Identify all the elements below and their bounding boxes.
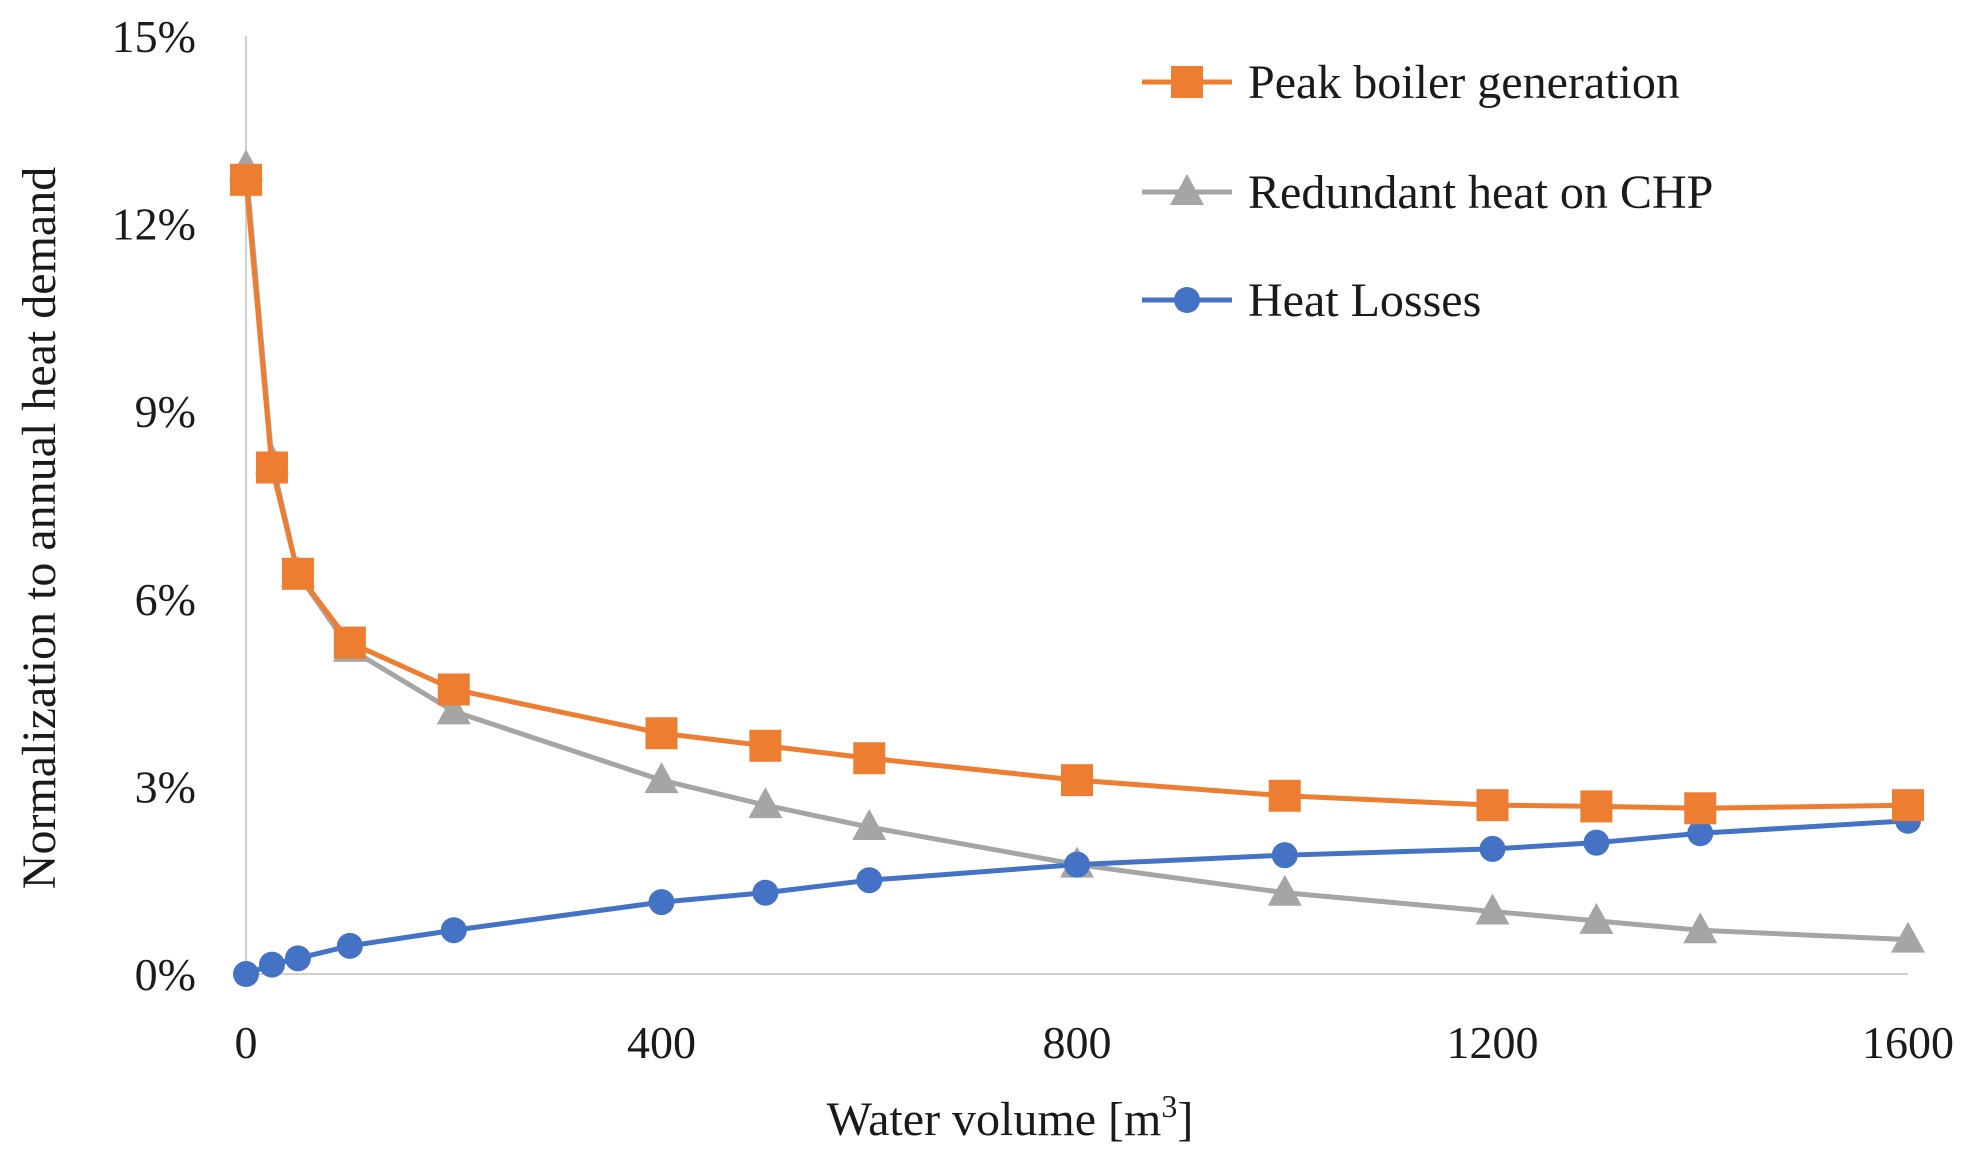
data-point <box>1580 790 1613 823</box>
data-point <box>1064 851 1090 878</box>
series-triangle <box>229 149 1925 953</box>
legend-entry: Redundant heat on CHP <box>1142 166 1713 219</box>
legend-swatch-marker <box>1170 174 1204 205</box>
series-square <box>230 163 1924 825</box>
data-point <box>1683 912 1718 944</box>
x-tick-label: 0 <box>235 1017 258 1068</box>
data-point <box>440 917 467 944</box>
data-point <box>1061 764 1093 797</box>
data-point <box>856 867 883 894</box>
x-tick-label: 400 <box>627 1017 696 1068</box>
data-point <box>336 932 363 959</box>
data-point <box>333 626 366 659</box>
data-point <box>255 451 288 484</box>
data-point <box>1479 835 1506 862</box>
y-tick-label: 9% <box>135 386 196 437</box>
legend-swatch-marker <box>1174 287 1200 313</box>
x-axis-title-end: ] <box>1177 1093 1193 1146</box>
x-axis-title-sup: 3 <box>1161 1088 1177 1124</box>
data-point <box>436 693 471 725</box>
data-point <box>1687 820 1714 847</box>
data-point <box>1891 921 1925 953</box>
data-point <box>853 742 886 775</box>
series-line <box>243 177 1911 811</box>
legend-entry: Heat Losses <box>1142 274 1481 327</box>
series-circle <box>233 807 1921 987</box>
series-line <box>243 164 1911 943</box>
data-point <box>1268 779 1301 812</box>
x-axis-title-main: Water volume [m <box>827 1093 1162 1146</box>
axes-layer: 0% 3% 6% 9% 12% 15% 0 400 800 1200 1600 <box>112 11 1954 1068</box>
data-point <box>644 762 679 794</box>
legend-label: Redundant heat on CHP <box>1248 166 1713 219</box>
data-point <box>258 951 285 978</box>
data-point <box>1271 842 1298 869</box>
x-tick-label: 800 <box>1043 1017 1112 1068</box>
legend-entry: Peak boiler generation <box>1142 56 1680 109</box>
data-point <box>233 961 259 987</box>
y-tick-label: 3% <box>135 761 196 812</box>
legend-swatch-marker <box>1171 66 1203 98</box>
legend-label: Peak boiler generation <box>1248 56 1680 109</box>
y-tick-label: 12% <box>112 199 196 250</box>
data-point <box>1684 792 1717 825</box>
legend-label: Heat Losses <box>1248 274 1481 327</box>
data-point <box>281 557 314 590</box>
x-tick-label: 1600 <box>1862 1017 1954 1068</box>
data-point <box>749 729 782 762</box>
data-point <box>852 809 887 841</box>
data-point <box>1475 893 1510 925</box>
y-axis-title: Normalization to annual heat demand <box>13 167 66 889</box>
data-point <box>437 673 470 706</box>
data-point <box>1267 874 1302 906</box>
data-point <box>1892 789 1924 822</box>
data-point <box>748 787 783 819</box>
data-point <box>230 163 262 196</box>
data-point <box>648 889 675 916</box>
data-point <box>645 717 678 750</box>
series-layer <box>229 149 1925 987</box>
data-point <box>284 945 311 972</box>
x-tick-label: 1200 <box>1447 1017 1539 1068</box>
data-point <box>1579 902 1614 934</box>
x-axis-title: Water volume [m3] <box>827 1088 1194 1146</box>
data-point <box>752 879 779 906</box>
y-tick-label: 0% <box>135 949 196 1000</box>
series-line <box>243 818 1911 977</box>
legend-layer: Peak boiler generation Redundant heat on … <box>1142 56 1713 327</box>
y-tick-label: 15% <box>112 11 196 62</box>
data-point <box>1476 789 1509 822</box>
data-point <box>1583 829 1610 856</box>
y-tick-label: 6% <box>135 574 196 625</box>
